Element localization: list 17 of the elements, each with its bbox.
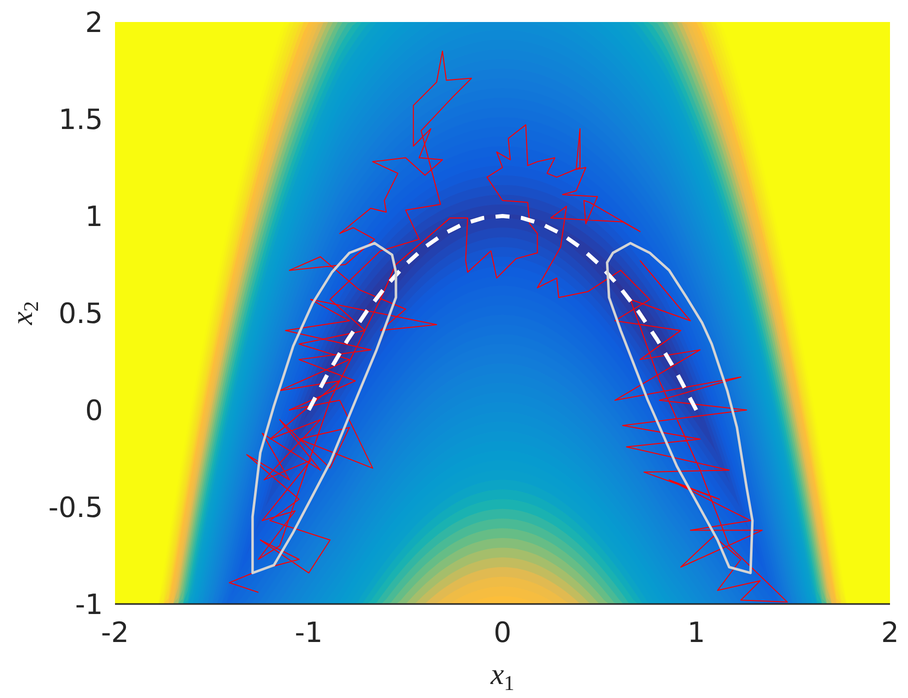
y-tick-label: 0 xyxy=(85,394,103,427)
y-tick-label: 1.5 xyxy=(58,102,103,136)
y-tick-label: 2 xyxy=(85,6,103,39)
x-tick-label: 2 xyxy=(881,616,899,649)
x-tick-label: 0 xyxy=(494,616,512,649)
y-tick-label: -0.5 xyxy=(48,490,103,524)
x-tick-label: 1 xyxy=(687,616,706,649)
line-series xyxy=(228,50,788,603)
line-series xyxy=(251,242,398,574)
y-tick-label: -1 xyxy=(75,588,103,621)
y-tick-label: 0.5 xyxy=(58,296,103,330)
y-tick-label: 1 xyxy=(85,200,103,233)
line-series xyxy=(606,242,754,574)
line-series xyxy=(306,214,698,412)
x-tick-label: -2 xyxy=(101,616,129,649)
x-axis-title: x$_{1}$ xyxy=(490,658,514,696)
x-tick-label: -1 xyxy=(294,616,323,649)
